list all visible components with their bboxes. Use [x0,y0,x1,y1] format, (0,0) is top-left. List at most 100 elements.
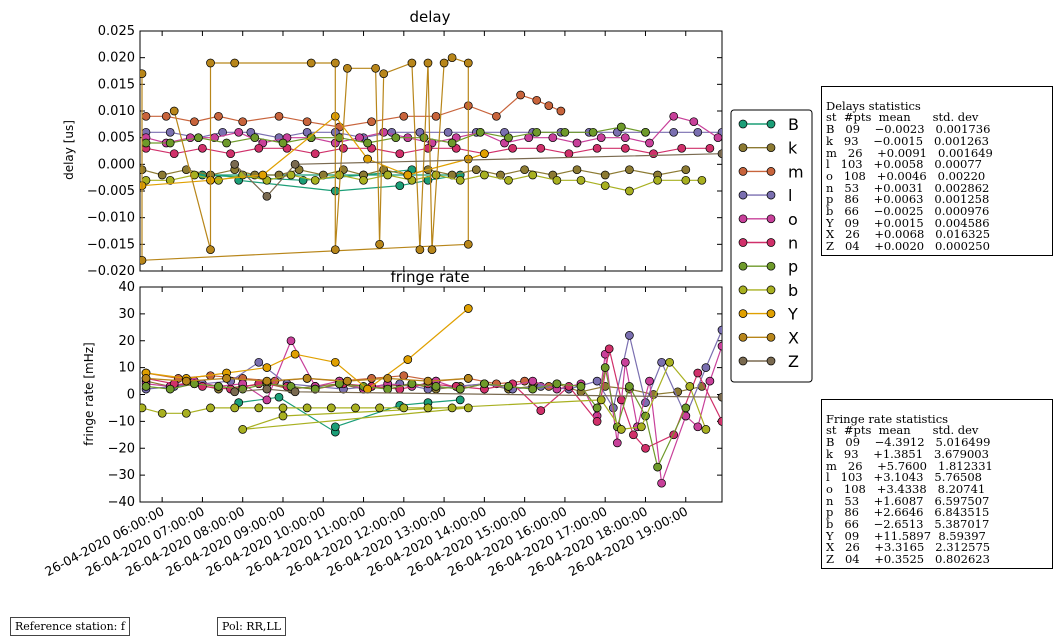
delay-point-b [310,175,320,185]
stats-row: X 26 +0.0068 0.016325 [826,227,991,242]
delay-point-b [335,170,344,180]
delay-point-o [185,133,195,143]
rate-point-X [181,376,191,386]
rate-point-b [423,403,433,413]
rate-point-b [278,411,288,421]
legend-label-k: k [788,139,798,158]
rate-series-line-l [145,329,722,418]
delay-point-m [516,90,525,100]
rate-point-l [625,331,634,340]
delay-point-b [528,170,538,180]
rate-ytick-label: −30 [108,468,135,483]
stats-row: n 53 +1.6087 6.597507 [826,493,990,508]
legend-marker-Y [738,309,748,318]
rate-point-o [286,336,296,346]
delay-ytick-label: −0.015 [87,237,135,252]
rate-point-Z [717,392,722,402]
rate-point-b [447,403,457,413]
rate-point-b [701,425,711,434]
rate-point-p [455,384,465,394]
rate-point-b [685,382,695,391]
rate-point-l [717,325,722,335]
stats-row: l 103 +0.0058 0.00077 [826,157,982,172]
delay-plot: −0.020 −0.015 −0.010 −0.005 0.000 0.005 0.010 0… [87,24,723,279]
rate-point-B [455,395,465,405]
delay-point-m [544,101,554,111]
delay-point-k [625,165,634,175]
legend-marker-b [738,285,748,295]
delay-point-n [395,149,405,159]
legend-marker-n [738,238,748,247]
delay-point-X [306,58,316,68]
delay-point-X [379,69,389,79]
delay-point-o [572,138,582,148]
rate-point-n [717,417,722,426]
delay-point-b [697,175,707,185]
rate-point-o [645,376,654,386]
rate-point-p [165,384,175,394]
delay-point-Z [262,191,272,201]
rate-point-Y [403,355,413,364]
delay-point-k [520,165,529,175]
rate-point-Y [463,304,473,313]
rate-point-n [641,443,650,453]
delay-ytick-label: 0.000 [98,157,135,172]
legend-label-Z: Z [788,352,799,371]
rate-point-o [528,376,538,386]
delay-point-p [447,138,457,148]
delay-point-n [705,143,715,153]
delay-point-p [278,138,288,148]
stats-row: p 86 +2.6646 6.843515 [826,505,990,520]
delay-point-p [532,127,542,137]
rate-point-p [431,382,441,391]
delay-point-m [556,106,566,116]
delay-point-l [165,127,175,137]
delay-series-line-Z [234,153,722,198]
delay-point-p [363,138,372,148]
legend-label-m: m [788,162,804,181]
delay-point-l [693,127,703,137]
delay-stats-table: st #pts mean std. dev B 09 −0.0023 0.0017… [826,112,1048,252]
delay-point-m [431,111,441,121]
stats-row: k 93 +1.3851 3.679003 [826,446,989,461]
delay-point-n [508,143,517,153]
legend-marker-Y [766,309,776,318]
rate-point-m [399,371,409,381]
delay-point-o [689,117,699,127]
legend-marker-l [766,190,776,200]
rate-point-o [705,376,715,386]
delay-point-k [471,165,481,175]
legend-label-o: o [788,210,798,229]
rate-ytick-label: 20 [118,334,135,349]
delay-point-X [140,69,147,79]
delay-point-n [226,149,235,159]
delay-point-n [677,143,687,153]
rate-statistics-box: Fringe rate statistics st #pts mean std. … [821,399,1053,569]
delay-series-line-b [146,174,702,192]
rate-ytick-label: 10 [118,361,135,376]
stats-row: B 09 −4.3912 5.016499 [826,435,991,450]
stats-header-row: st #pts mean std. dev [826,423,979,438]
delay-point-p [222,138,231,148]
rate-point-n [564,382,574,391]
delay-point-Z [717,149,722,159]
delay-point-m [399,111,409,121]
delay-point-o [548,133,558,143]
delay-point-o [645,138,654,148]
rate-point-Y [363,384,372,394]
rate-point-p [600,363,610,372]
rate-point-b [351,403,360,413]
delay-stats-title: Delays statistics [826,98,921,113]
rate-point-b [230,403,240,413]
delay-point-o [620,133,630,143]
delay-point-n [592,143,602,153]
rate-point-n [604,344,614,354]
rate-ytick-label: −10 [108,414,135,429]
stats-row: p 86 +0.0063 0.001258 [826,192,990,207]
delay-point-b [165,175,175,185]
rate-point-Z [262,384,272,394]
delay-point-b [504,175,513,185]
rate-point-b [157,408,167,418]
delay-point-b [552,175,562,185]
